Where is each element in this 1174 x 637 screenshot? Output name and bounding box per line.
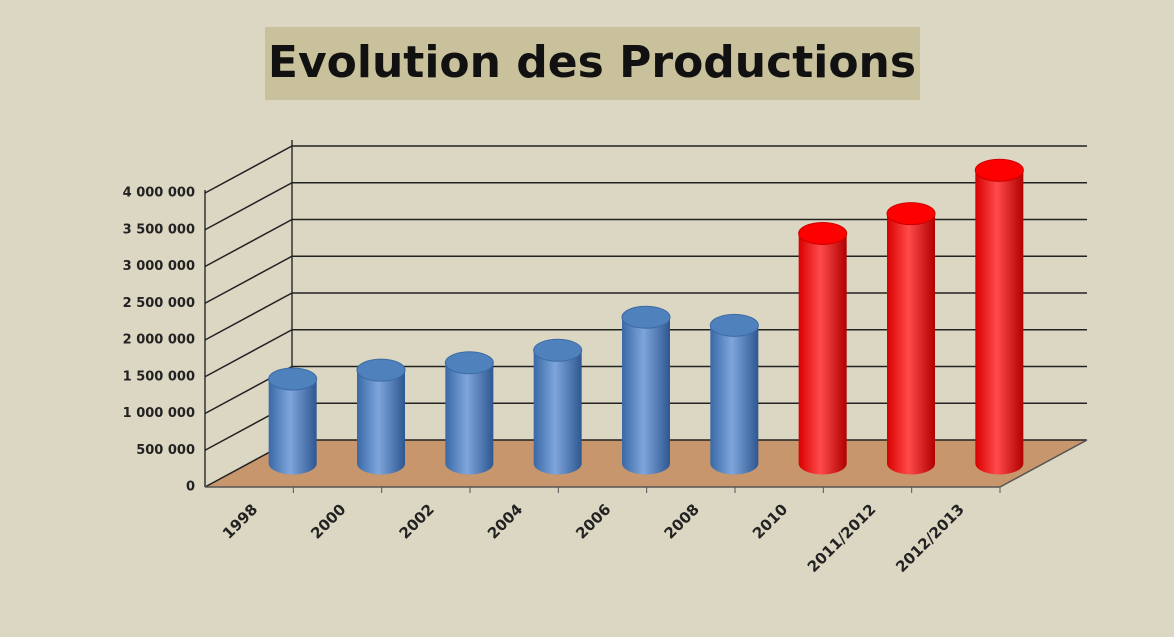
y-tick-label: 4 000 000 <box>123 186 195 201</box>
bar-top <box>709 313 759 337</box>
y-tick-label: 3 000 000 <box>123 259 195 274</box>
bars <box>268 158 1024 475</box>
grid-line <box>204 182 1087 231</box>
y-tick-label: 2 500 000 <box>123 296 195 311</box>
title-box <box>265 27 920 100</box>
bar <box>975 170 1024 475</box>
chart-title: Evolution des Productions <box>268 37 916 88</box>
bar <box>710 325 759 475</box>
bar-top <box>621 305 671 329</box>
bar <box>622 317 670 475</box>
x-tick-label: 2008 <box>661 500 703 542</box>
bar-top <box>533 338 583 362</box>
y-tick-label: 1 500 000 <box>123 369 195 384</box>
x-tick-label: 2002 <box>396 500 438 542</box>
y-tick-label: 2 000 000 <box>123 333 195 348</box>
bar-top <box>268 367 318 391</box>
grid-line <box>204 218 1087 268</box>
x-tick-label: 1998 <box>219 500 261 542</box>
bar <box>445 362 494 475</box>
y-tick-label: 1 000 000 <box>123 406 195 421</box>
bar <box>887 213 935 475</box>
x-tick-label: 2004 <box>484 500 526 542</box>
grid-line <box>204 145 1087 194</box>
x-tick-label: 2012/2013 <box>892 500 968 576</box>
y-tick-label: 3 500 000 <box>123 222 195 237</box>
x-tick-label: 2006 <box>572 500 614 542</box>
bar <box>533 350 582 475</box>
bar-top <box>444 351 494 375</box>
bar-top <box>974 158 1024 182</box>
bar-top <box>356 358 406 382</box>
bar <box>268 378 317 475</box>
bar-top <box>798 221 848 245</box>
x-tick-label: 2011/2012 <box>804 500 880 576</box>
y-tick-label: 0 <box>186 480 195 495</box>
bar <box>798 233 847 475</box>
x-tick-label: 2010 <box>749 500 791 542</box>
bar-top <box>886 202 936 226</box>
y-tick-label: 500 000 <box>136 443 195 458</box>
x-tick-label: 2000 <box>307 500 349 542</box>
bar <box>357 370 405 475</box>
grid-line <box>204 255 1087 304</box>
